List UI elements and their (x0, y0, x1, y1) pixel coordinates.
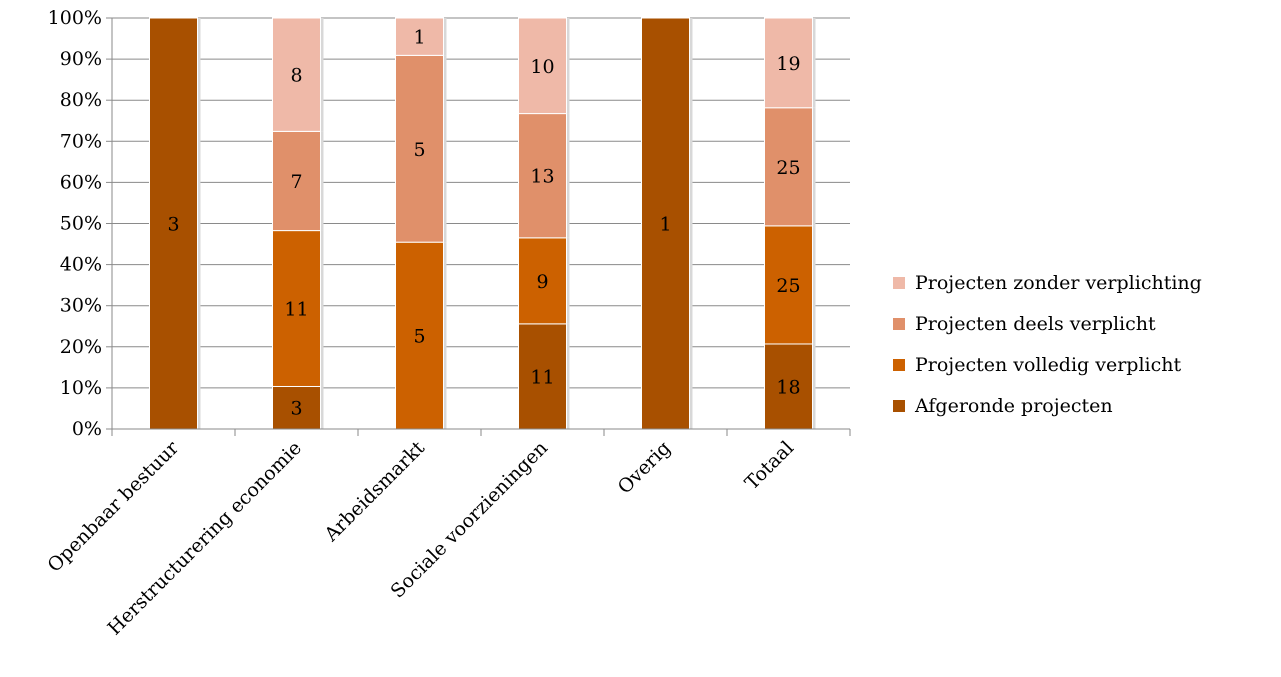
gridlines (112, 17, 850, 389)
x-tick-label: Overig (614, 437, 675, 498)
bar-segment (395, 241, 444, 430)
legend-label: Projecten zonder verplichting (915, 272, 1202, 294)
bar-segment (272, 230, 321, 387)
data-label: 19 (776, 53, 800, 75)
legend-label: Afgeronde projecten (914, 395, 1113, 417)
data-label: 13 (530, 166, 554, 188)
y-tick-label: 20% (60, 336, 102, 358)
y-tick-label: 70% (60, 130, 102, 152)
legend-swatch (893, 400, 905, 412)
y-tick-label: 30% (60, 295, 102, 317)
legend-label: Projecten deels verplicht (915, 313, 1156, 335)
bar-segment (272, 130, 321, 232)
data-label: 9 (536, 271, 548, 293)
legend-swatch (893, 277, 905, 289)
bar-segment (764, 225, 813, 345)
bar-segment (272, 17, 321, 132)
bar-segment (518, 323, 567, 430)
bar-segment (764, 17, 813, 109)
data-label: 10 (530, 56, 554, 78)
bar-segment (395, 17, 444, 56)
bar-segment (518, 17, 567, 115)
y-tick-label: 100% (48, 7, 102, 29)
bar-segment (518, 113, 567, 239)
bar-segment (518, 237, 567, 325)
legend-swatch (893, 318, 905, 330)
y-tick-label: 80% (60, 89, 102, 111)
data-label: 7 (290, 171, 302, 193)
data-label: 5 (413, 139, 425, 161)
data-label: 11 (284, 299, 308, 321)
x-tick-label: Herstructurering economie (104, 437, 307, 640)
y-tick-label: 90% (60, 48, 102, 70)
data-label: 3 (167, 214, 179, 236)
x-tick-label: Totaal (741, 437, 798, 494)
legend-swatch (893, 359, 905, 371)
data-label: 8 (290, 65, 302, 87)
data-label: 25 (776, 275, 800, 297)
y-tick-label: 10% (60, 377, 102, 399)
legend: Projecten zonder verplichting Projecten d… (893, 272, 1202, 417)
legend-label: Projecten volledig verplicht (915, 354, 1182, 376)
bar-segment (641, 17, 690, 430)
bar-segment (764, 107, 813, 227)
data-label: 3 (290, 398, 302, 420)
y-tick-label: 60% (60, 171, 102, 193)
data-label: 5 (413, 326, 425, 348)
data-label: 1 (413, 27, 425, 49)
x-tick-label: Arbeidsmarkt (320, 437, 430, 547)
bar-segment (149, 17, 198, 430)
y-tick-label: 40% (60, 254, 102, 276)
x-tick-label: Openbaar bestuur (43, 436, 183, 576)
data-label: 18 (776, 376, 800, 398)
data-label: 1 (659, 214, 671, 236)
bar-segment (395, 54, 444, 243)
y-tick-label: 0% (72, 418, 102, 440)
data-label: 11 (530, 366, 554, 388)
y-tick-label: 50% (60, 213, 102, 235)
data-label: 25 (776, 157, 800, 179)
